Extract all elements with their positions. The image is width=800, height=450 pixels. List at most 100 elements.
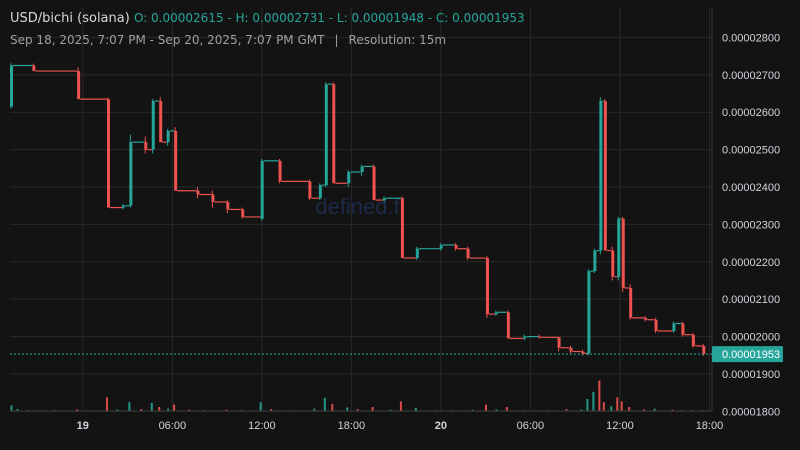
price-tick-label: 0.00002200 <box>722 257 780 269</box>
volume-bar <box>565 409 568 411</box>
candle <box>383 196 401 202</box>
price-axis[interactable]: 0.00002800 0.00002700 0.00002600 0.00002500… <box>711 8 780 418</box>
time-tick-label: 18:00 <box>696 420 724 432</box>
volume-bar <box>495 409 498 411</box>
date-range: Sep 18, 2025, 7:07 PM - Sep 20, 2025, 7:… <box>10 33 325 47</box>
candle <box>347 170 361 187</box>
candle <box>557 336 570 352</box>
candle <box>611 246 618 281</box>
volume-bar <box>620 401 623 411</box>
price-tick-label: 0.00002700 <box>722 70 780 82</box>
volume-bar <box>167 408 170 411</box>
volume-bar <box>505 407 508 411</box>
volume-bar <box>598 380 601 411</box>
volume-bar <box>602 402 605 411</box>
candle <box>466 246 486 260</box>
candle <box>415 246 440 260</box>
candle <box>569 345 582 354</box>
candle <box>681 321 692 337</box>
last-price-label: 0.00001953 <box>722 349 780 361</box>
candle <box>332 82 348 184</box>
candle <box>166 129 175 146</box>
candle <box>308 179 319 201</box>
price-tick-label: 0.00001800 <box>722 406 780 418</box>
volume-bar <box>628 407 631 411</box>
price-tick-label: 0.00001900 <box>722 369 780 381</box>
candle <box>144 136 152 154</box>
time-tick-label: 19 <box>77 420 89 432</box>
volume-bar <box>580 409 583 411</box>
candle <box>587 269 594 356</box>
price-candles <box>10 63 706 357</box>
time-tick-label: 06:00 <box>517 420 545 432</box>
candle <box>654 317 673 333</box>
candle <box>672 321 682 333</box>
volume-bar <box>616 397 619 411</box>
price-tick-label: 0.00002500 <box>722 145 780 157</box>
volume-bar <box>610 406 613 411</box>
candle <box>593 248 600 273</box>
volume-bar <box>105 397 108 411</box>
candle <box>691 332 703 348</box>
candle <box>278 158 309 184</box>
candle <box>644 316 655 322</box>
candle <box>121 203 130 210</box>
candle <box>196 187 212 199</box>
price-tick-label: 0.00002800 <box>722 32 780 44</box>
price-tick-label: 0.00002100 <box>722 294 780 306</box>
volume-bar <box>346 407 349 411</box>
volume-bar <box>643 409 646 411</box>
candle <box>506 310 524 340</box>
candle <box>621 216 630 292</box>
candle <box>360 164 373 176</box>
candle <box>241 207 261 219</box>
volume-bar <box>471 409 474 411</box>
time-tick-label: 20 <box>435 420 447 432</box>
candle <box>129 134 145 208</box>
volume-bar <box>150 403 153 411</box>
candle <box>106 97 122 209</box>
volume-bar <box>158 407 161 411</box>
volume-bar <box>313 408 316 411</box>
price-tick-label: 0.00002600 <box>722 107 780 119</box>
volume-bar <box>671 409 674 411</box>
resolution-label: Resolution: 15m <box>348 33 447 47</box>
time-tick-label: 12:00 <box>248 420 276 432</box>
volume-bar <box>356 409 359 411</box>
candle <box>599 97 604 255</box>
volume-bar <box>173 404 176 411</box>
symbol-title: USD/bichi (solana) <box>10 11 130 26</box>
volume-bar <box>259 402 262 411</box>
candle <box>77 67 107 100</box>
volume-bars <box>10 380 704 411</box>
volume-bar <box>389 409 392 411</box>
volume-bar <box>140 409 143 411</box>
candle <box>10 63 33 109</box>
candle <box>523 334 539 341</box>
volume-bar <box>586 399 589 411</box>
volume-bar <box>484 404 487 411</box>
candle <box>159 97 167 143</box>
volume-bar <box>653 408 656 411</box>
candle <box>617 216 622 281</box>
price-tick-label: 0.00002000 <box>722 332 780 344</box>
price-tick-label: 0.00002400 <box>722 182 780 194</box>
volume-bar <box>128 402 131 411</box>
candle <box>485 256 495 318</box>
time-axis[interactable]: 19 06:00 12:00 18:00 20 06:00 12:00 18:00 <box>10 410 724 432</box>
ohlc-readout: O: 0.00002615 - H: 0.00002731 - L: 0.000… <box>133 11 525 25</box>
candle <box>439 243 455 251</box>
candle <box>32 63 78 72</box>
last-price-marker: 0.00001953 <box>10 346 783 363</box>
candle <box>629 284 645 320</box>
candle <box>226 200 242 214</box>
candle <box>372 164 384 201</box>
time-tick-label: 06:00 <box>159 420 187 432</box>
candle <box>454 243 467 251</box>
time-tick-label: 12:00 <box>606 420 634 432</box>
price-tick-label: 0.00002300 <box>722 219 780 231</box>
candle <box>538 334 558 339</box>
candle <box>494 310 507 316</box>
last-price-badge <box>712 346 783 363</box>
